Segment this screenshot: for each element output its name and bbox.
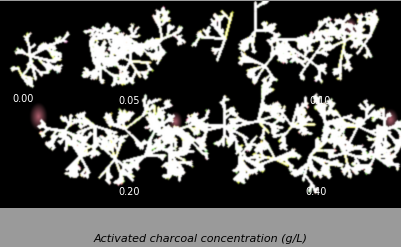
Text: 0.00: 0.00	[12, 94, 33, 103]
Text: Activated charcoal concentration (g/L): Activated charcoal concentration (g/L)	[94, 234, 307, 244]
Text: 0.10: 0.10	[309, 96, 330, 106]
Text: 0.40: 0.40	[305, 187, 326, 197]
Text: 0.20: 0.20	[118, 187, 140, 197]
Text: 0.05: 0.05	[118, 96, 140, 106]
